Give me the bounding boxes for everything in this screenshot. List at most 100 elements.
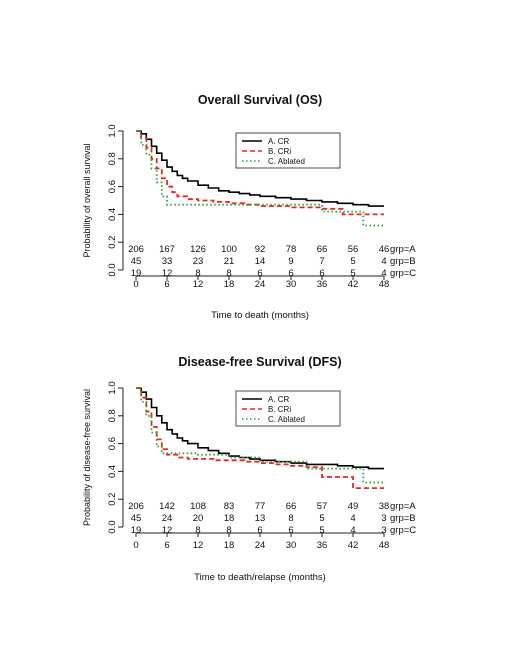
risk-group-label: grp=C	[390, 525, 416, 536]
risk-count: 19	[131, 525, 142, 536]
y-axis-label: Probability of overall survival	[82, 143, 92, 257]
risk-count: 206	[128, 244, 144, 255]
risk-count: 8	[195, 268, 200, 279]
y-tick-label: 0.2	[107, 236, 118, 249]
x-tick-label: 30	[286, 540, 297, 551]
x-tick-label: 24	[255, 540, 266, 551]
risk-count: 21	[224, 256, 235, 267]
risk-count: 14	[255, 256, 266, 267]
panel-1: Overall Survival (OS) 0.0 0.2 0.4 0.6 0.8 1.0 P…	[82, 93, 416, 321]
risk-count: 4	[350, 513, 355, 524]
x-tick-label: 36	[317, 540, 328, 551]
risk-count: 49	[348, 501, 359, 512]
risk-count: 77	[255, 501, 266, 512]
risk-count: 13	[255, 513, 266, 524]
risk-count: 142	[159, 501, 175, 512]
x-tick-label: 12	[193, 540, 204, 551]
risk-count: 100	[221, 244, 237, 255]
y-tick-label: 0.0	[107, 263, 118, 276]
risk-count: 45	[131, 256, 142, 267]
risk-count: 24	[162, 513, 173, 524]
x-axis-label: Time to death/relapse (months)	[194, 572, 326, 583]
risk-count: 46	[379, 244, 390, 255]
risk-count: 5	[319, 513, 324, 524]
risk-count: 33	[162, 256, 173, 267]
risk-count: 4	[350, 525, 355, 536]
x-tick-label: 0	[133, 279, 138, 290]
x-tick-label: 36	[317, 279, 328, 290]
risk-count: 78	[286, 244, 297, 255]
risk-count: 5	[319, 525, 324, 536]
risk-count: 45	[131, 513, 142, 524]
legend-label-1: A. CR	[268, 137, 290, 146]
series-line-1	[136, 130, 384, 207]
risk-count: 6	[288, 525, 293, 536]
x-tick-label: 18	[224, 540, 235, 551]
risk-count: 167	[159, 244, 175, 255]
series-line-3	[136, 130, 384, 227]
legend-label-2: B. CRi	[268, 147, 291, 156]
risk-count: 57	[317, 501, 328, 512]
risk-count: 66	[286, 501, 297, 512]
y-tick-label: 0.4	[107, 208, 118, 221]
risk-count: 8	[288, 513, 293, 524]
y-tick-label: 0.8	[107, 152, 118, 165]
y-tick-label: 0.6	[107, 180, 118, 193]
series-line-2	[136, 387, 384, 489]
risk-count: 9	[288, 256, 293, 267]
legend-label-1: A. CR	[268, 395, 290, 404]
risk-count: 6	[319, 268, 324, 279]
risk-count: 6	[257, 525, 262, 536]
y-tick-label: 1.0	[107, 381, 118, 394]
legend-label-3: C. Ablated	[268, 415, 305, 424]
x-tick-label: 6	[164, 279, 169, 290]
y-tick-label: 0.2	[107, 493, 118, 506]
x-tick-label: 42	[348, 279, 359, 290]
y-tick-label: 0.0	[107, 520, 118, 533]
series-line-3	[136, 387, 384, 484]
x-axis-label: Time to death (months)	[211, 310, 309, 321]
chart-title: Disease-free Survival (DFS)	[178, 355, 341, 369]
risk-count: 126	[190, 244, 206, 255]
risk-count: 4	[381, 268, 386, 279]
risk-count: 108	[190, 501, 206, 512]
panel-2: Disease-free Survival (DFS) 0.0 0.2 0.4 0.6 0…	[82, 355, 416, 583]
x-tick-label: 30	[286, 279, 297, 290]
risk-count: 8	[226, 268, 231, 279]
risk-count: 6	[257, 268, 262, 279]
risk-count: 206	[128, 501, 144, 512]
risk-count: 18	[224, 513, 235, 524]
risk-count: 5	[350, 256, 355, 267]
x-tick-label: 0	[133, 540, 138, 551]
risk-count: 8	[195, 525, 200, 536]
x-tick-label: 48	[379, 540, 390, 551]
x-tick-label: 42	[348, 540, 359, 551]
x-tick-label: 24	[255, 279, 266, 290]
risk-count: 83	[224, 501, 235, 512]
risk-group-label: grp=B	[390, 256, 416, 267]
risk-count: 56	[348, 244, 359, 255]
legend-label-3: C. Ablated	[268, 157, 305, 166]
chart-title: Overall Survival (OS)	[198, 93, 322, 107]
x-tick-label: 12	[193, 279, 204, 290]
x-tick-label: 48	[379, 279, 390, 290]
y-tick-label: 0.6	[107, 437, 118, 450]
risk-count: 8	[226, 525, 231, 536]
risk-count: 66	[317, 244, 328, 255]
risk-count: 7	[319, 256, 324, 267]
risk-group-label: grp=C	[390, 268, 416, 279]
risk-count: 6	[288, 268, 293, 279]
y-axis-label: Probability of disease-free survival	[82, 389, 92, 526]
risk-count: 12	[162, 525, 173, 536]
risk-count: 5	[350, 268, 355, 279]
series-line-1	[136, 387, 384, 470]
y-tick-label: 0.4	[107, 465, 118, 478]
risk-count: 4	[381, 256, 386, 267]
risk-count: 19	[131, 268, 142, 279]
x-tick-label: 6	[164, 540, 169, 551]
risk-count: 20	[193, 513, 204, 524]
risk-count: 92	[255, 244, 266, 255]
